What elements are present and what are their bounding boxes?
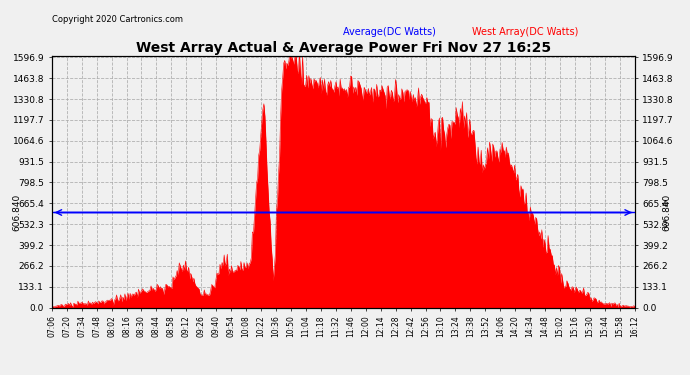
Text: 606.840: 606.840 [662, 194, 671, 231]
Text: 606.840: 606.840 [12, 194, 21, 231]
Text: Copyright 2020 Cartronics.com: Copyright 2020 Cartronics.com [52, 15, 183, 24]
Text: Average(DC Watts): Average(DC Watts) [344, 27, 436, 38]
Text: West Array(DC Watts): West Array(DC Watts) [471, 27, 578, 38]
Title: West Array Actual & Average Power Fri Nov 27 16:25: West Array Actual & Average Power Fri No… [136, 41, 551, 55]
